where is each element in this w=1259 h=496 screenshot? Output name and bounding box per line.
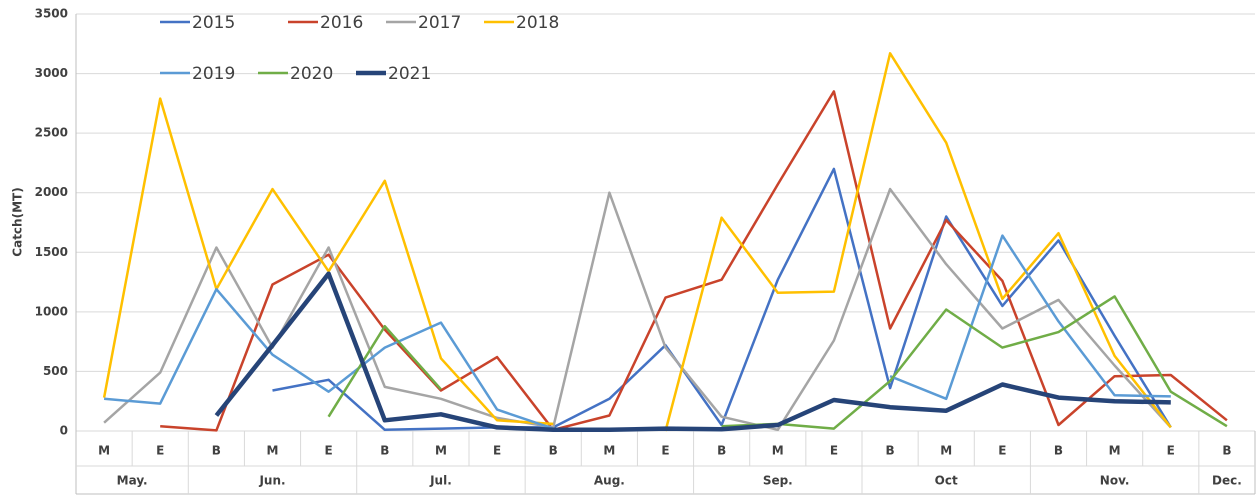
- x-tick-label: M: [1109, 444, 1121, 458]
- series-line: [102, 52, 1172, 432]
- x-group-label: May.: [117, 474, 148, 488]
- x-tick-label: E: [1167, 444, 1175, 458]
- x-tick-label: B: [380, 444, 389, 458]
- x-tick-label: M: [267, 444, 279, 458]
- y-tick-label: 0: [60, 424, 68, 438]
- x-tick-label: M: [772, 444, 784, 458]
- series-line: [160, 90, 1228, 432]
- y-tick-label: 500: [43, 364, 68, 378]
- y-tick-label: 1500: [35, 245, 68, 259]
- x-group-label: Dec.: [1212, 474, 1242, 488]
- y-tick-label: 2000: [35, 185, 68, 199]
- x-tick-label: E: [156, 444, 164, 458]
- y-tick-label: 3000: [35, 66, 68, 80]
- x-tick-label: E: [830, 444, 838, 458]
- y-tick-label: 2500: [35, 126, 68, 140]
- x-tick-label: M: [435, 444, 447, 458]
- y-tick-label: 1000: [35, 304, 68, 318]
- legend-label: 2017: [418, 13, 461, 33]
- series-line: [214, 271, 1171, 433]
- legend-label: 2016: [320, 13, 363, 33]
- x-group-label: Aug.: [594, 474, 625, 488]
- x-tick-label: M: [603, 444, 615, 458]
- x-group-label: Nov.: [1100, 474, 1130, 488]
- x-tick-label: E: [661, 444, 669, 458]
- y-tick-label: 3500: [35, 7, 68, 21]
- legend-label: 2015: [192, 13, 235, 33]
- x-group-label: Oct: [935, 474, 958, 488]
- legend-label: 2020: [290, 64, 333, 84]
- x-tick-label: E: [493, 444, 501, 458]
- x-group-label: Jul.: [429, 474, 452, 488]
- x-tick-label: B: [717, 444, 726, 458]
- x-tick-label: B: [1222, 444, 1231, 458]
- x-tick-label: B: [549, 444, 558, 458]
- series-line: [327, 295, 1228, 430]
- x-tick-label: B: [885, 444, 894, 458]
- x-tick-label: M: [940, 444, 952, 458]
- legend-label: 2018: [516, 13, 559, 33]
- x-tick-label: M: [98, 444, 110, 458]
- x-tick-label: E: [998, 444, 1006, 458]
- x-group-label: Sep.: [763, 474, 793, 488]
- series-line: [103, 234, 1171, 430]
- legend-label: 2019: [192, 64, 235, 84]
- x-group-label: Jun.: [258, 474, 285, 488]
- x-tick-label: B: [212, 444, 221, 458]
- y-axis-label: Catch(MT): [11, 187, 25, 256]
- x-tick-label: E: [325, 444, 333, 458]
- x-tick-label: B: [1054, 444, 1063, 458]
- legend-label: 2021: [388, 64, 431, 84]
